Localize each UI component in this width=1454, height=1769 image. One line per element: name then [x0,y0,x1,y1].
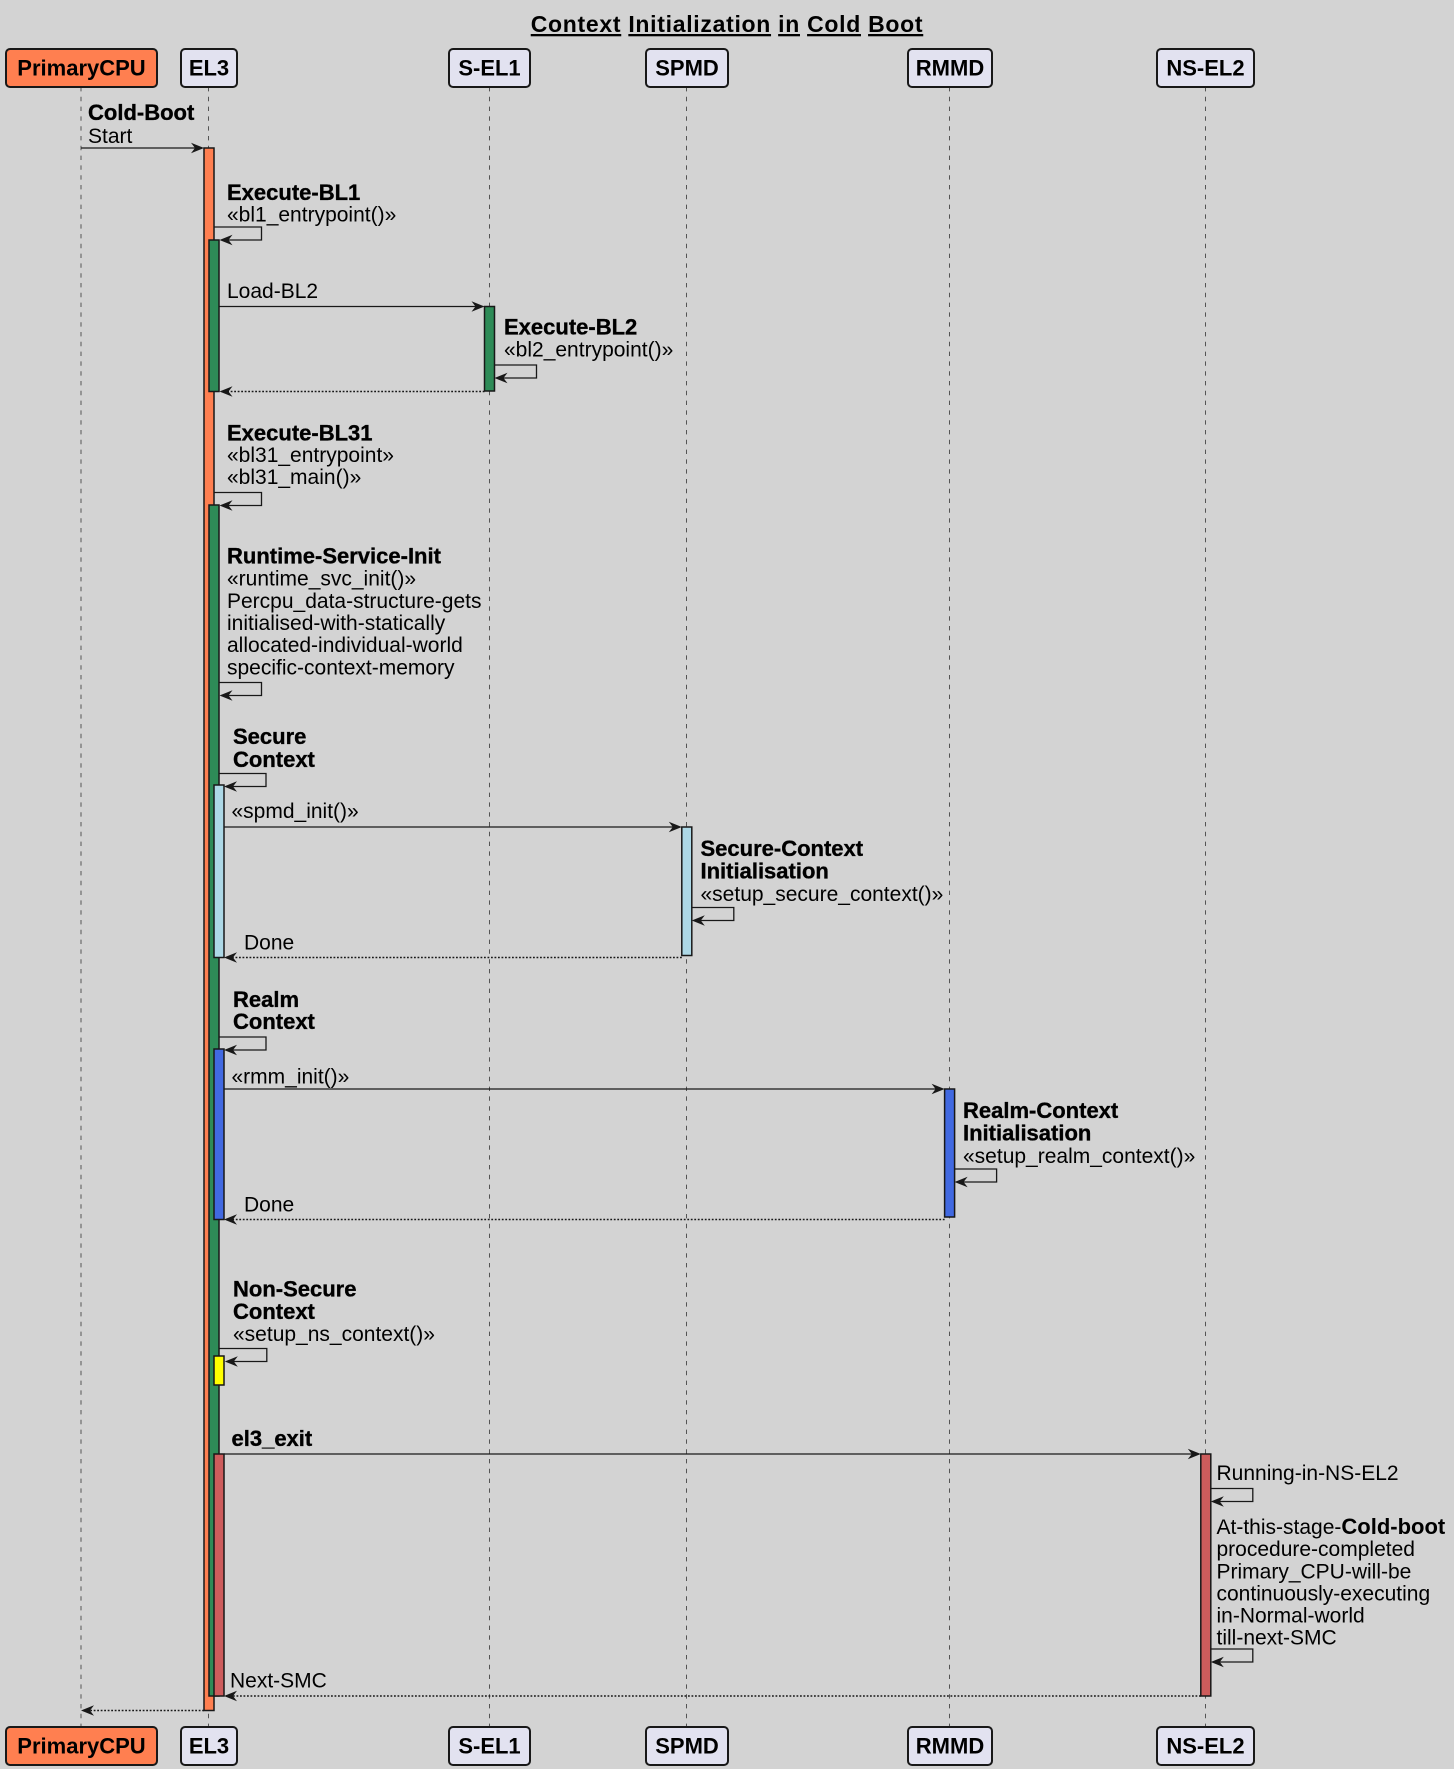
svg-text:Execute-BL1: Execute-BL1 [227,180,360,205]
svg-text:NS-EL2: NS-EL2 [1166,1734,1244,1759]
svg-text:specific-context-memory: specific-context-memory [227,657,455,680]
svg-text:Realm: Realm [233,987,299,1012]
svg-text:«setup_realm_context()»: «setup_realm_context()» [963,1145,1195,1168]
svg-text:SPMD: SPMD [655,56,719,81]
svg-text:«bl1_entrypoint()»: «bl1_entrypoint()» [227,204,396,227]
svg-text:Primary_CPU-will-be: Primary_CPU-will-be [1217,1561,1412,1584]
svg-text:NS-EL2: NS-EL2 [1166,56,1244,81]
svg-text:PrimaryCPU: PrimaryCPU [17,1734,145,1759]
svg-text:Context: Context [233,747,316,772]
svg-text:Done: Done [244,932,294,955]
svg-text:Context: Context [233,1009,316,1034]
svg-text:continuously-executing: continuously-executing [1217,1583,1431,1606]
svg-text:«runtime_svc_init()»: «runtime_svc_init()» [227,568,416,591]
svg-text:Execute-BL31: Execute-BL31 [227,421,373,446]
svg-text:Secure-Context: Secure-Context [701,836,864,861]
svg-text:Non-Secure: Non-Secure [233,1277,356,1302]
svg-text:«bl31_main()»: «bl31_main()» [227,466,361,489]
svg-text:Context: Context [233,1299,316,1324]
svg-text:SPMD: SPMD [655,1734,719,1759]
svg-text:«rmm_init()»: «rmm_init()» [232,1066,350,1089]
svg-text:«setup_secure_context()»: «setup_secure_context()» [701,883,944,906]
svg-text:RMMD: RMMD [916,1734,984,1759]
svg-text:Cold-Boot: Cold-Boot [88,100,195,125]
svg-text:Initialisation: Initialisation [963,1121,1091,1146]
svg-text:Start: Start [88,125,133,148]
svg-text:EL3: EL3 [189,1734,229,1759]
svg-text:procedure-completed: procedure-completed [1217,1538,1415,1561]
svg-text:«bl2_entrypoint()»: «bl2_entrypoint()» [504,339,673,362]
svg-text:«spmd_init()»: «spmd_init()» [232,800,359,823]
svg-text:«bl31_entrypoint»: «bl31_entrypoint» [227,444,394,467]
svg-text:Runtime-Service-Init: Runtime-Service-Init [227,544,442,569]
svg-text:Realm-Context: Realm-Context [963,1098,1119,1123]
svg-text:Context Initialization in Cold: Context Initialization in Cold Boot [531,11,924,37]
svg-text:RMMD: RMMD [916,56,984,81]
svg-text:EL3: EL3 [189,56,229,81]
svg-text:Secure: Secure [233,724,306,749]
svg-text:Load-BL2: Load-BL2 [227,280,318,303]
svg-text:Percpu_data-structure-gets: Percpu_data-structure-gets [227,590,481,613]
svg-text:Execute-BL2: Execute-BL2 [504,315,637,340]
svg-text:Next-SMC: Next-SMC [230,1670,327,1693]
svg-text:initialised-with-statically: initialised-with-statically [227,612,446,635]
svg-text:At-this-stage-Cold-boot: At-this-stage-Cold-boot [1217,1514,1446,1539]
svg-text:«setup_ns_context()»: «setup_ns_context()» [233,1323,435,1346]
svg-text:PrimaryCPU: PrimaryCPU [17,56,145,81]
svg-text:Running-in-NS-EL2: Running-in-NS-EL2 [1217,1462,1399,1485]
svg-text:S-EL1: S-EL1 [458,1734,520,1759]
svg-text:Initialisation: Initialisation [701,859,829,884]
svg-text:in-Normal-world: in-Normal-world [1217,1605,1365,1628]
svg-text:allocated-individual-world: allocated-individual-world [227,634,463,657]
svg-text:Done: Done [244,1194,294,1217]
svg-text:S-EL1: S-EL1 [458,56,520,81]
svg-text:el3_exit: el3_exit [232,1426,313,1451]
svg-text:till-next-SMC: till-next-SMC [1217,1627,1337,1650]
